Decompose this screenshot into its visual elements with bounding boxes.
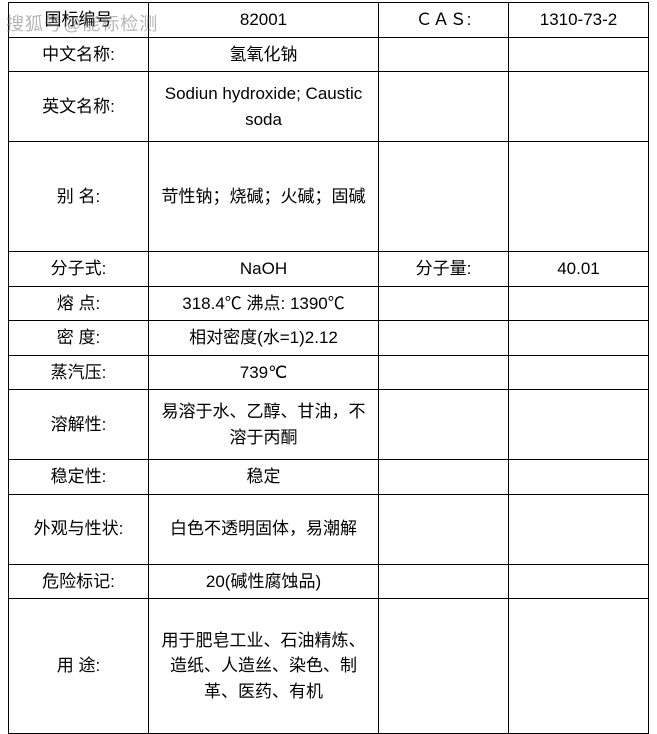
row-value: NaOH <box>149 252 379 287</box>
row-label: 中文名称: <box>9 37 149 72</box>
row-value: 易溶于水、乙醇、甘油，不溶于丙酮 <box>149 390 379 460</box>
row-value <box>509 142 649 252</box>
table-body: 国标编号82001ＣＡＳ:1310-73-2中文名称:氢氧化钠英文名称:Sodi… <box>9 3 649 734</box>
row-label: 英文名称: <box>9 72 149 142</box>
table-row: 蒸汽压:739℃ <box>9 355 649 390</box>
table-row: 用 途:用于肥皂工业、石油精炼、造纸、人造丝、染色、制革、医药、有机 <box>9 599 649 734</box>
row-label-2 <box>379 564 509 599</box>
row-label-2 <box>379 599 509 734</box>
row-label: 熔 点: <box>9 286 149 321</box>
row-value <box>509 460 649 495</box>
row-value: 相对密度(水=1)2.12 <box>149 321 379 356</box>
row-value: 用于肥皂工业、石油精炼、造纸、人造丝、染色、制革、医药、有机 <box>149 599 379 734</box>
row-label: 分子式: <box>9 252 149 287</box>
row-value <box>509 72 649 142</box>
row-value <box>509 564 649 599</box>
table-row: 别 名:苛性钠；烧碱；火碱；固碱 <box>9 142 649 252</box>
row-value: 苛性钠；烧碱；火碱；固碱 <box>149 142 379 252</box>
table-row: 外观与性状:白色不透明固体，易潮解 <box>9 494 649 564</box>
table-row: 溶解性:易溶于水、乙醇、甘油，不溶于丙酮 <box>9 390 649 460</box>
row-value: 318.4℃ 沸点: 1390℃ <box>149 286 379 321</box>
row-value: 739℃ <box>149 355 379 390</box>
table-row: 英文名称:Sodiun hydroxide; Caustic soda <box>9 72 649 142</box>
row-label-2 <box>379 460 509 495</box>
row-label: 用 途: <box>9 599 149 734</box>
table-row: 熔 点:318.4℃ 沸点: 1390℃ <box>9 286 649 321</box>
row-value: 氢氧化钠 <box>149 37 379 72</box>
row-value: 20(碱性腐蚀品) <box>149 564 379 599</box>
watermark-text: 搜狐号@能标检测 <box>6 10 158 36</box>
table-row: 密 度:相对密度(水=1)2.12 <box>9 321 649 356</box>
row-label-2 <box>379 355 509 390</box>
row-label-2 <box>379 286 509 321</box>
row-value: 1310-73-2 <box>509 3 649 38</box>
row-value: 40.01 <box>509 252 649 287</box>
row-label: 外观与性状: <box>9 494 149 564</box>
row-label-2 <box>379 494 509 564</box>
row-label-2 <box>379 37 509 72</box>
row-label-2 <box>379 72 509 142</box>
row-label-2: ＣＡＳ: <box>379 3 509 38</box>
row-label: 密 度: <box>9 321 149 356</box>
row-label: 稳定性: <box>9 460 149 495</box>
row-label: 危险标记: <box>9 564 149 599</box>
row-label-2 <box>379 142 509 252</box>
table-row: 危险标记:20(碱性腐蚀品) <box>9 564 649 599</box>
row-label-2 <box>379 321 509 356</box>
row-label: 别 名: <box>9 142 149 252</box>
row-value <box>509 355 649 390</box>
row-value: 82001 <box>149 3 379 38</box>
row-label: 溶解性: <box>9 390 149 460</box>
table-row: 中文名称:氢氧化钠 <box>9 37 649 72</box>
table-row: 分子式:NaOH分子量:40.01 <box>9 252 649 287</box>
row-value: 白色不透明固体，易潮解 <box>149 494 379 564</box>
table-row: 稳定性:稳定 <box>9 460 649 495</box>
row-value <box>509 599 649 734</box>
row-label-2 <box>379 390 509 460</box>
row-value <box>509 286 649 321</box>
row-value <box>509 321 649 356</box>
row-value <box>509 37 649 72</box>
row-value: 稳定 <box>149 460 379 495</box>
row-value <box>509 390 649 460</box>
row-value: Sodiun hydroxide; Caustic soda <box>149 72 379 142</box>
row-label: 蒸汽压: <box>9 355 149 390</box>
row-label-2: 分子量: <box>379 252 509 287</box>
row-value <box>509 494 649 564</box>
chemical-data-table: 国标编号82001ＣＡＳ:1310-73-2中文名称:氢氧化钠英文名称:Sodi… <box>8 2 649 734</box>
